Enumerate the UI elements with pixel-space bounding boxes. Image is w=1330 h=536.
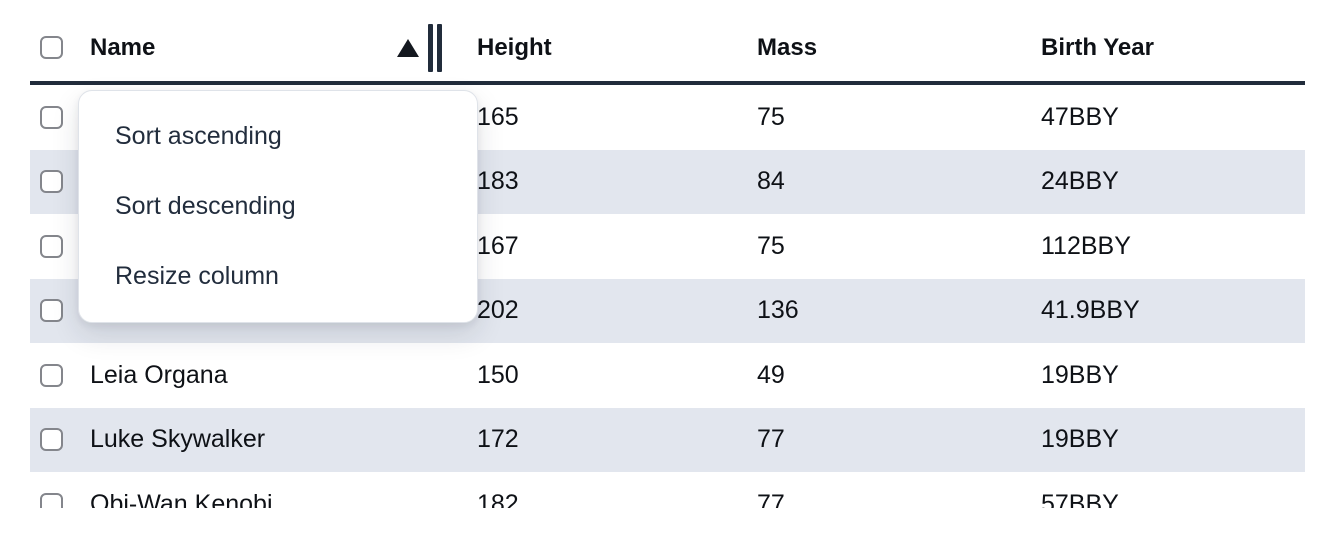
table-row: 165 75 47BBY [30, 85, 1305, 150]
table-header-row: Name Height Mass Birth Year [30, 0, 1305, 85]
table-row: Leia Organa 150 49 19BBY [30, 343, 1305, 408]
column-resize-handle-icon[interactable] [428, 23, 442, 72]
birth-year-cell: 41.9BBY [1041, 296, 1140, 325]
mass-cell: 77 [757, 425, 785, 454]
row-checkbox-cell [30, 492, 80, 508]
height-cell: 182 [477, 489, 519, 508]
birth-year-cell: 24BBY [1041, 167, 1119, 196]
table-row: 167 75 112BBY [30, 214, 1305, 279]
row-checkbox[interactable] [40, 234, 63, 258]
name-cell: Leia Organa [90, 360, 228, 389]
row-checkbox-cell [30, 234, 80, 258]
column-menu: Sort ascending Sort descending Resize co… [78, 90, 478, 323]
row-checkbox[interactable] [40, 105, 63, 129]
row-checkbox[interactable] [40, 363, 63, 387]
row-checkbox-cell [30, 170, 80, 194]
birth-year-cell: 19BBY [1041, 360, 1119, 389]
row-checkbox-cell [30, 363, 80, 387]
column-header-birth-year[interactable]: Birth Year [1041, 33, 1154, 61]
mass-cell: 75 [757, 102, 785, 131]
row-checkbox-cell [30, 299, 80, 323]
height-cell: 172 [477, 425, 519, 454]
birth-year-cell: 57BBY [1041, 489, 1119, 508]
mass-cell: 75 [757, 231, 785, 260]
birth-year-cell: 19BBY [1041, 425, 1119, 454]
row-checkbox[interactable] [40, 299, 63, 323]
column-header-height[interactable]: Height [477, 33, 552, 61]
select-all-cell [30, 36, 80, 59]
menu-item-sort-descending[interactable]: Sort descending [115, 191, 296, 220]
birth-year-cell: 47BBY [1041, 102, 1119, 131]
mass-cell: 136 [757, 296, 799, 325]
sort-ascending-icon [397, 38, 419, 57]
row-checkbox-cell [30, 428, 80, 452]
column-header-name[interactable]: Name [80, 14, 442, 81]
column-header-mass[interactable]: Mass [757, 33, 818, 61]
height-cell: 150 [477, 360, 519, 389]
row-checkbox-cell [30, 105, 80, 129]
column-header-name-label: Name [90, 33, 156, 61]
height-cell: 183 [477, 167, 519, 196]
row-checkbox[interactable] [40, 492, 63, 508]
height-cell: 167 [477, 231, 519, 260]
table-row: Luke Skywalker 172 77 19BBY [30, 407, 1305, 472]
birth-year-cell: 112BBY [1041, 231, 1131, 260]
row-checkbox[interactable] [40, 428, 63, 452]
height-cell: 202 [477, 296, 519, 325]
menu-item-resize-column[interactable]: Resize column [115, 262, 279, 291]
name-cell: Obi-Wan Kenobi [90, 489, 273, 508]
menu-item-sort-ascending[interactable]: Sort ascending [115, 121, 282, 150]
mass-cell: 84 [757, 167, 785, 196]
select-all-checkbox[interactable] [40, 36, 63, 59]
mass-cell: 49 [757, 360, 785, 389]
row-checkbox[interactable] [40, 170, 63, 194]
name-cell: Luke Skywalker [90, 425, 266, 454]
table-row: Obi-Wan Kenobi 182 77 57BBY [30, 472, 1305, 508]
height-cell: 165 [477, 102, 519, 131]
mass-cell: 77 [757, 489, 785, 508]
